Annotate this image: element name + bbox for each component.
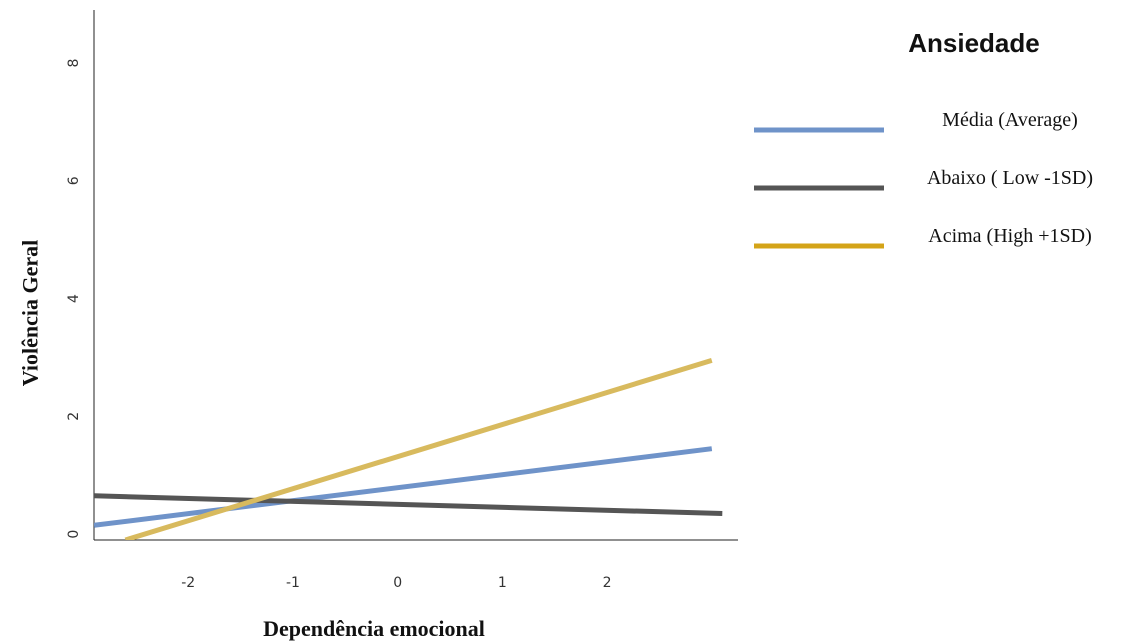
legend-label: Média (Average) [942, 109, 1078, 131]
x-tick-label: -1 [286, 575, 300, 591]
y-axis-ticks: 0 2 4 6 8 [66, 59, 82, 539]
x-tick-label: 2 [603, 575, 612, 591]
series-line [124, 358, 713, 540]
series-line [94, 493, 723, 516]
legend-label: Acima (High +1SD) [928, 225, 1091, 247]
x-tick-label: 1 [498, 575, 507, 591]
y-tick-label: 4 [66, 294, 82, 303]
y-tick-label: 2 [66, 412, 82, 421]
x-axis-title: Dependência emocional [263, 616, 485, 641]
legend: Ansiedade Média (Average) Abaixo ( Low -1… [754, 28, 1093, 249]
series-lines [94, 358, 723, 540]
series-line [94, 446, 713, 528]
y-tick-label: 6 [66, 176, 82, 185]
y-axis-title: Violência Geral [18, 240, 43, 386]
legend-label: Abaixo ( Low -1SD) [927, 167, 1093, 189]
legend-title: Ansiedade [908, 28, 1040, 58]
axes [93, 10, 738, 541]
x-tick-label: 0 [393, 575, 402, 591]
y-tick-label: 8 [66, 59, 82, 68]
x-tick-label: -2 [181, 575, 195, 591]
y-tick-label: 0 [66, 530, 82, 539]
legend-items: Média (Average) Abaixo ( Low -1SD) Acima (… [754, 109, 1093, 249]
x-axis-ticks: -2 -1 0 1 2 [181, 575, 611, 591]
